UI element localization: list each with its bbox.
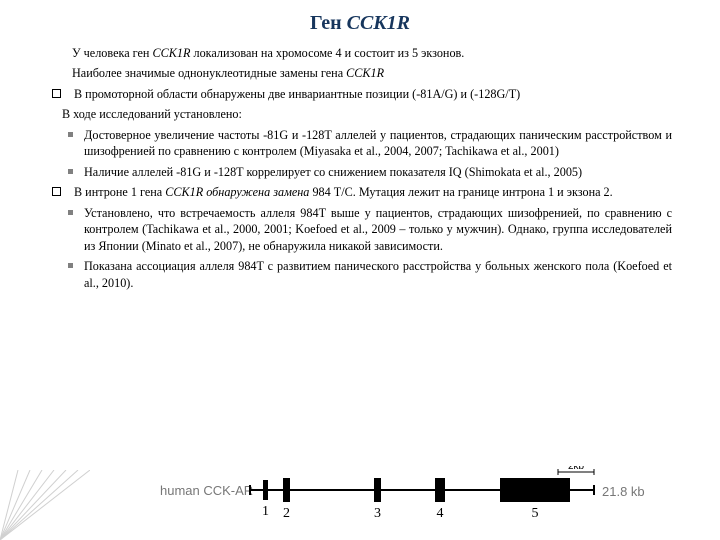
svg-text:2kb: 2kb	[568, 466, 585, 472]
research-line: В ходе исследований установлено:	[62, 106, 672, 122]
t: CCK1R	[153, 46, 191, 60]
t: 984 T/C. Мутация лежит на границе интрон…	[309, 185, 612, 199]
dot-item-3: Установлено, что встречаемость аллеля 98…	[66, 205, 672, 254]
dot-item-4: Показана ассоциация аллеля 984T с развит…	[66, 258, 672, 291]
t: У человека ген	[72, 46, 153, 60]
list-outer-2: В интроне 1 гена CCK1R обнаружена замена…	[48, 184, 672, 200]
t: CCK1R обнаружена замена	[165, 185, 309, 199]
t: В интроне 1 гена	[74, 185, 165, 199]
svg-text:human CCK-AR: human CCK-AR	[160, 483, 253, 498]
t: Наиболее значимые однонуклеотидные замен…	[72, 66, 346, 80]
sq-item-2: В интроне 1 гена CCK1R обнаружена замена…	[48, 184, 672, 200]
list-outer-1: В промоторной области обнаружены две инв…	[48, 86, 672, 102]
svg-text:21.8 kb: 21.8 kb	[602, 484, 645, 499]
slide: Ген CCK1R У человека ген CCK1R локализов…	[0, 0, 720, 540]
page-title: Ген CCK1R	[48, 12, 672, 35]
dot-item-2: Наличие аллелей -81G и -128T коррелирует…	[66, 164, 672, 180]
svg-text:3: 3	[374, 506, 381, 521]
corner-decoration	[0, 470, 90, 540]
body: У человека ген CCK1R локализован на хром…	[48, 45, 672, 291]
svg-text:4: 4	[437, 506, 444, 521]
list-inner-1: Достоверное увеличение частоты -81G и -1…	[66, 127, 672, 180]
sq-item-1: В промоторной области обнаружены две инв…	[48, 86, 672, 102]
gene-diagram: human CCK-AR 12 3 4 5 21.8 kb 2kb	[160, 466, 660, 530]
t: локализован на хромосоме 4 и состоит из …	[190, 46, 464, 60]
intro-line-2: Наиболее значимые однонуклеотидные замен…	[62, 65, 672, 81]
title-text: Ген	[310, 12, 347, 34]
svg-text:2: 2	[283, 506, 290, 521]
svg-text:1: 1	[262, 504, 269, 519]
title-ital: CCK1R	[347, 12, 410, 34]
intro-line-1: У человека ген CCK1R локализован на хром…	[62, 45, 672, 61]
list-inner-2: Установлено, что встречаемость аллеля 98…	[66, 205, 672, 291]
svg-text:5: 5	[532, 506, 539, 521]
dot-item-1: Достоверное увеличение частоты -81G и -1…	[66, 127, 672, 160]
t: CCK1R	[346, 66, 384, 80]
